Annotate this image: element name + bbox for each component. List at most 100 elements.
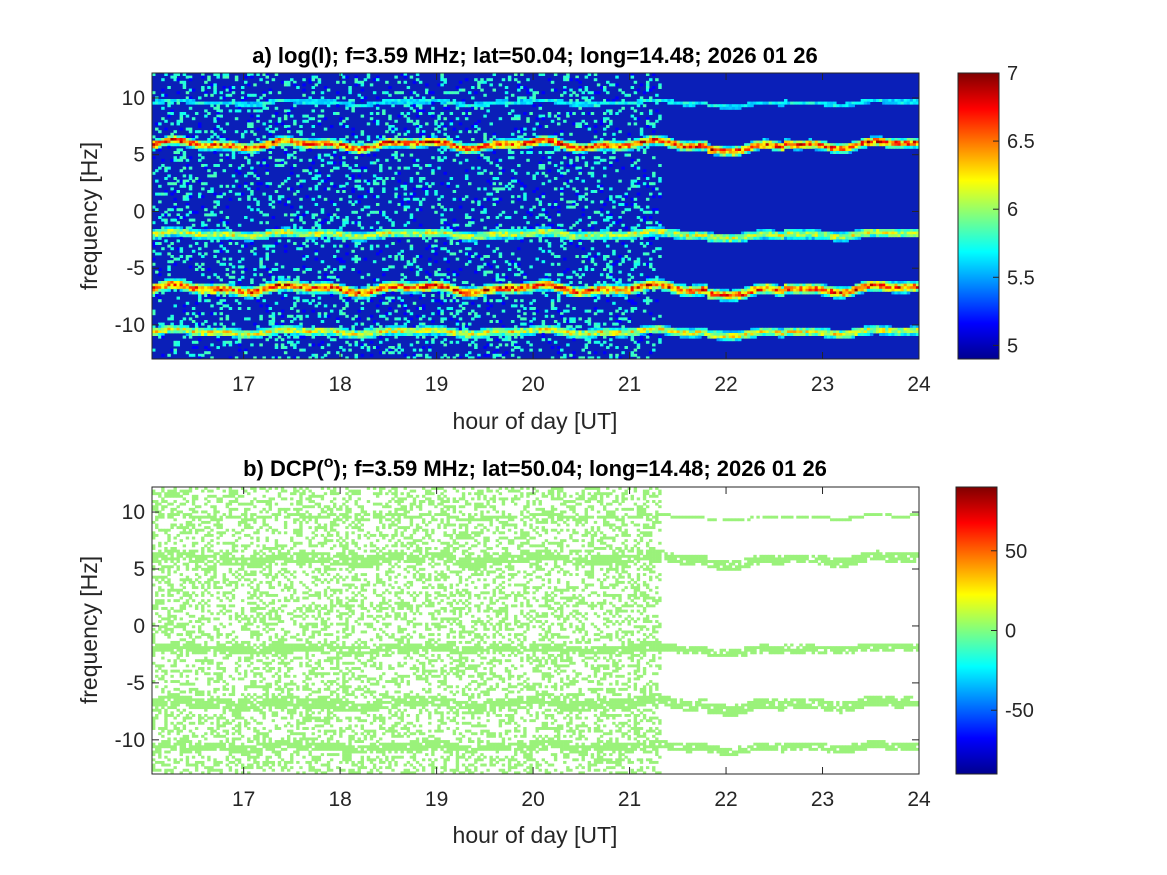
heatmap-cell	[219, 283, 223, 287]
heatmap-cell	[293, 101, 297, 105]
heatmap-cell	[563, 145, 567, 149]
heatmap-cell	[283, 99, 288, 102]
heatmap-cell	[204, 148, 208, 152]
heatmap-cell	[253, 322, 257, 326]
heatmap-cell	[204, 252, 208, 256]
heatmap-cell	[553, 132, 558, 136]
heatmap-cell	[514, 283, 518, 287]
heatmap-cell	[425, 353, 429, 357]
heatmap-cell	[464, 151, 469, 154]
heatmap-cell	[385, 325, 389, 329]
heatmap-cell	[458, 101, 463, 105]
heatmap-cell	[293, 301, 297, 305]
heatmap-cell	[234, 234, 239, 238]
heatmap-cell	[526, 283, 530, 287]
heatmap-cell	[461, 112, 466, 115]
heatmap-cell	[550, 205, 555, 209]
heatmap-cell	[495, 299, 500, 303]
heatmap-cell	[231, 91, 236, 95]
heatmap-cell	[403, 229, 408, 232]
heatmap-cell	[237, 234, 242, 238]
heatmap-cell	[176, 135, 181, 139]
heatmap-cell	[176, 91, 181, 95]
heatmap-cell	[403, 75, 408, 79]
heatmap-cell	[572, 317, 576, 321]
heatmap-cell	[152, 291, 156, 295]
heatmap-cell	[170, 260, 174, 264]
heatmap-cell	[581, 291, 585, 295]
heatmap-cell	[464, 291, 469, 295]
heatmap-cell	[489, 192, 493, 196]
heatmap-cell	[268, 286, 273, 290]
heatmap-cell	[372, 145, 377, 149]
heatmap-cell	[556, 140, 561, 144]
heatmap-cell	[357, 140, 362, 144]
heatmap-cell	[452, 330, 457, 334]
heatmap-cell	[366, 213, 371, 217]
heatmap-cell	[152, 145, 156, 149]
heatmap-cell	[207, 288, 211, 292]
heatmap-cell	[452, 218, 457, 222]
heatmap-cell	[354, 143, 358, 147]
heatmap-cell	[155, 101, 159, 105]
heatmap-cell	[182, 99, 187, 102]
heatmap-cell	[314, 75, 319, 79]
heatmap-cell	[498, 101, 503, 105]
heatmap-cell	[250, 291, 254, 295]
heatmap-cell	[314, 283, 319, 287]
heatmap-cell	[409, 317, 414, 321]
heatmap-cell	[593, 78, 598, 82]
heatmap-cell	[464, 223, 469, 227]
heatmap-cell	[176, 221, 181, 225]
heatmap-cell	[293, 268, 297, 271]
heatmap-cell	[191, 340, 196, 344]
heatmap-cell	[403, 101, 408, 105]
heatmap-cell	[510, 93, 515, 97]
heatmap-cell	[170, 132, 174, 136]
heatmap-cell	[458, 143, 463, 147]
heatmap-cell	[486, 197, 490, 201]
heatmap-cell	[510, 333, 515, 336]
heatmap-cell	[477, 148, 481, 152]
heatmap-cell	[379, 138, 383, 141]
heatmap-cell	[216, 117, 220, 121]
heatmap-cell	[277, 234, 282, 238]
heatmap-cell	[480, 80, 484, 84]
heatmap-cell	[339, 312, 343, 316]
heatmap-cell	[418, 330, 423, 334]
heatmap-cell	[572, 143, 576, 147]
heatmap-cell	[191, 143, 196, 147]
heatmap-cell	[207, 229, 211, 232]
heatmap-cell	[363, 195, 368, 199]
heatmap-cell	[234, 288, 239, 292]
heatmap-cell	[164, 192, 168, 196]
heatmap-cell	[547, 288, 552, 292]
heatmap-cell	[274, 73, 279, 76]
heatmap-cell	[176, 234, 181, 238]
heatmap-cell	[231, 140, 236, 144]
heatmap-cell	[194, 210, 199, 214]
heatmap-cell	[360, 96, 365, 100]
heatmap-cell	[198, 247, 202, 251]
heatmap-cell	[572, 203, 576, 206]
heatmap-cell	[305, 244, 309, 248]
heatmap-cell	[164, 190, 168, 193]
heatmap-cell	[219, 288, 223, 292]
heatmap-cell	[541, 140, 546, 144]
heatmap-cell	[348, 294, 352, 297]
heatmap-cell	[477, 236, 481, 240]
heatmap-cell	[188, 288, 193, 292]
heatmap-cell	[385, 283, 389, 287]
heatmap-cell	[299, 143, 303, 147]
heatmap-cell	[397, 283, 401, 287]
heatmap-cell	[311, 125, 316, 128]
heatmap-cell	[541, 249, 546, 253]
heatmap-cell	[517, 273, 521, 277]
heatmap-cell	[228, 242, 233, 245]
heatmap-cell	[247, 205, 251, 209]
heatmap-cell	[256, 291, 260, 295]
heatmap-cell	[290, 231, 294, 235]
heatmap-cell	[342, 335, 346, 339]
heatmap-cell	[498, 288, 503, 292]
heatmap-cell	[495, 275, 500, 279]
